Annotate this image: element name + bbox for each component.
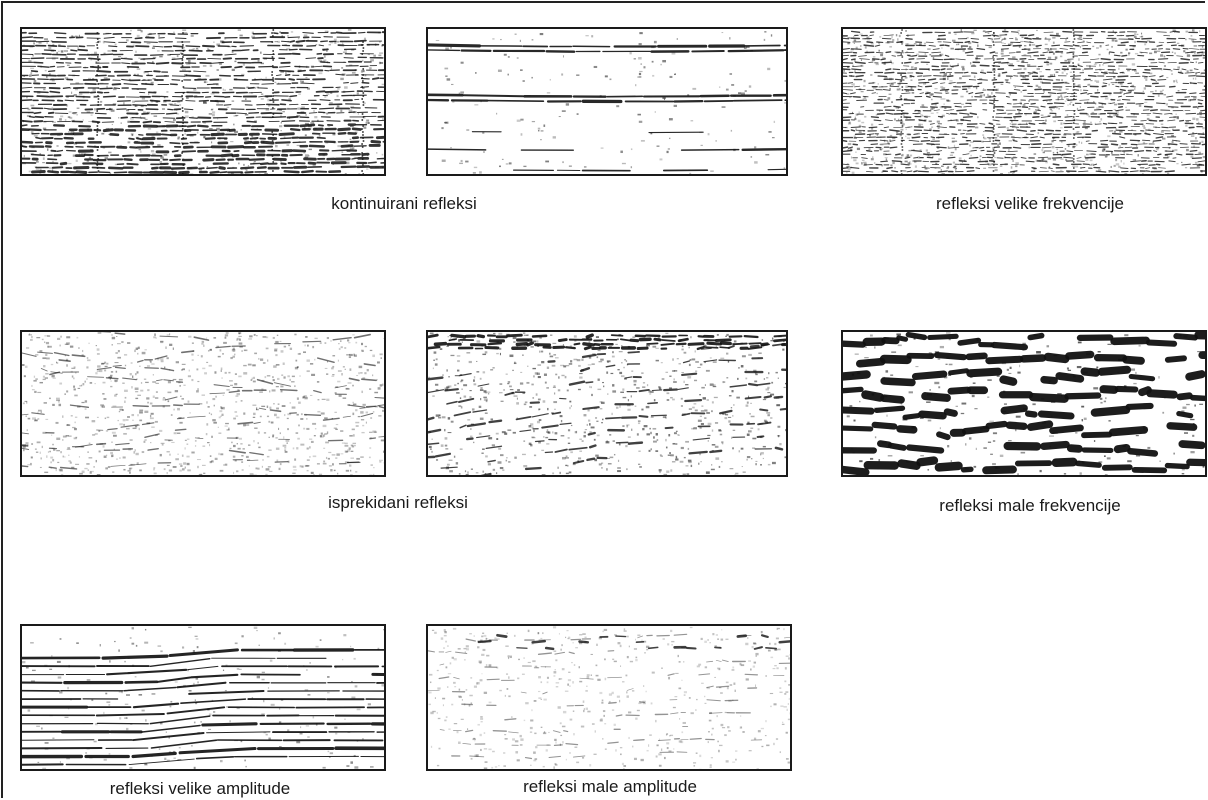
seismic-panel-continuous-dense: [20, 27, 386, 176]
seismic-texture: [22, 29, 384, 174]
seismic-texture: [22, 626, 384, 769]
seismic-texture: [428, 31, 786, 174]
seismic-panel-low-amplitude: [426, 624, 792, 771]
seismic-texture: [428, 626, 790, 769]
seismic-texture: [843, 29, 1205, 174]
seismic-texture: [428, 332, 786, 475]
caption-high-frequency-reflections: refleksi velike frekvencije: [935, 194, 1125, 213]
seismic-panel-high-amplitude: [20, 624, 386, 771]
seismic-texture: [843, 332, 1205, 475]
caption-low-frequency-reflections: refleksi male frekvencije: [939, 496, 1121, 515]
seismic-panel-high-frequency: [841, 27, 1207, 176]
seismic-panel-continuous-sparse: [426, 27, 788, 176]
caption-high-amplitude-reflections: refleksi velike amplitude: [109, 779, 291, 798]
seismic-panel-discontinuous-dark: [426, 330, 788, 477]
caption-low-amplitude-reflections: refleksi male amplitude: [523, 777, 697, 796]
seismic-panel-low-frequency: [841, 330, 1207, 477]
seismic-panel-discontinuous-light: [20, 330, 386, 477]
seismic-texture: [22, 332, 384, 475]
caption-continuous-reflections: kontinuirani refleksi: [331, 194, 477, 213]
caption-discontinuous-reflections: isprekidani refleksi: [328, 493, 468, 512]
